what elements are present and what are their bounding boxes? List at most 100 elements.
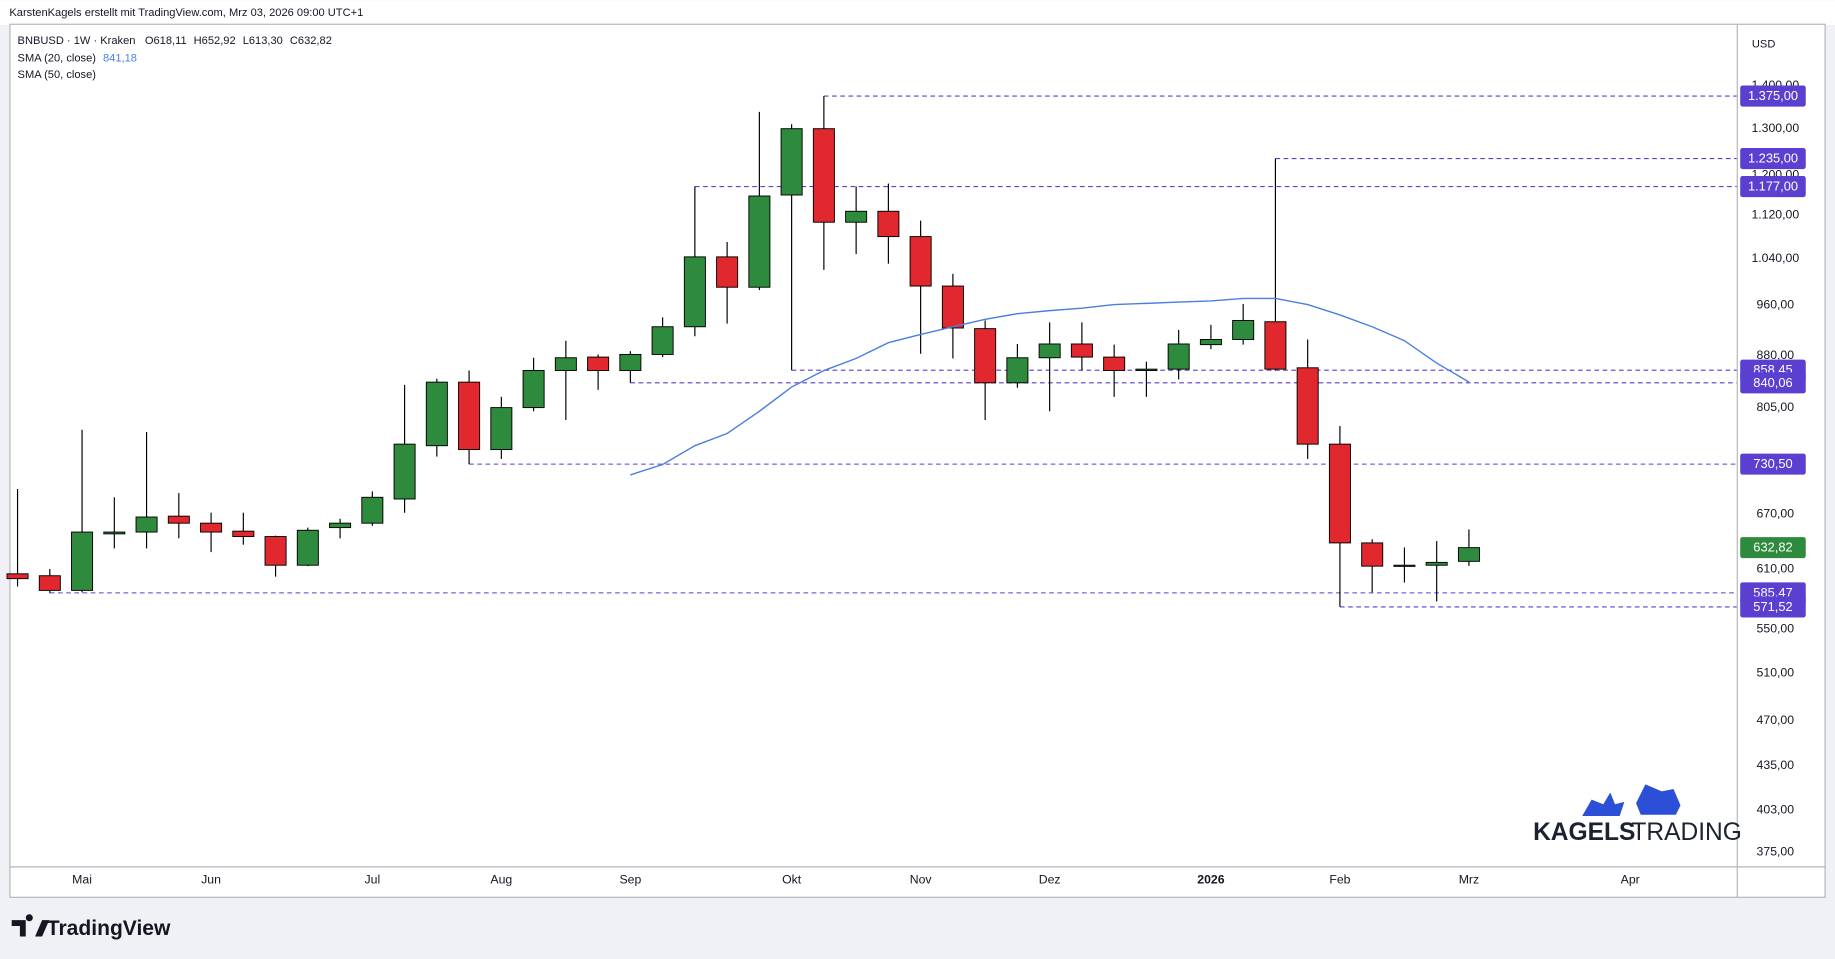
candle-body	[812, 128, 835, 223]
y-tick-label: 403,00	[1757, 802, 1795, 816]
x-tick-label: Nov	[910, 873, 933, 887]
candle-body	[425, 381, 448, 447]
candle-body	[1199, 338, 1222, 346]
candle-body	[1264, 321, 1287, 370]
candle-body	[941, 285, 964, 329]
x-tick-label: Okt	[782, 873, 802, 887]
legend-sma20-value: 841,18	[103, 53, 137, 65]
x-tick-label: 2026	[1197, 873, 1224, 887]
candle-body	[232, 530, 255, 538]
candle-body	[1425, 561, 1448, 566]
candle-body	[38, 575, 61, 591]
brand: TradingView	[11, 914, 171, 940]
candle-body	[716, 256, 739, 288]
level-label-bg	[1740, 176, 1806, 198]
level-label-bg	[1740, 596, 1806, 618]
candle-body	[877, 210, 900, 238]
sma-line	[630, 297, 1470, 476]
level-label: 840,06	[1753, 375, 1792, 390]
x-tick-label: Jun	[201, 873, 221, 887]
bear-icon	[1636, 784, 1681, 815]
candle-body	[1167, 343, 1190, 370]
candle-body	[522, 370, 545, 409]
candle-body	[103, 531, 126, 535]
candle-body	[554, 357, 577, 371]
candle-body	[651, 326, 674, 355]
y-tick-label: 1.040,00	[1751, 251, 1799, 265]
level-label: 1.235,00	[1748, 151, 1798, 166]
candle-body	[71, 531, 94, 591]
currency: USD	[1752, 39, 1775, 51]
candle-body	[1361, 542, 1384, 567]
candle-body	[1135, 368, 1158, 371]
y-tick-label: 610,00	[1757, 561, 1795, 575]
candle-body	[1103, 356, 1126, 371]
candle-body	[1328, 443, 1351, 544]
x-tick-label: Jul	[364, 873, 380, 887]
candle-body	[1006, 357, 1029, 384]
candle-body	[974, 328, 997, 384]
legend-sma20: SMA (20, close)	[18, 53, 97, 65]
level-label: 1.177,00	[1748, 179, 1798, 194]
candle-body	[587, 356, 610, 371]
y-tick-label: 470,00	[1757, 713, 1795, 727]
candles	[6, 96, 1480, 607]
legend-symbol: BNBUSD · 1W · Kraken	[18, 35, 136, 47]
bull-icon	[1582, 792, 1625, 816]
level-label: 730,50	[1753, 456, 1792, 471]
watermark-2: TRADING	[1631, 819, 1742, 846]
y-tick-label: 550,00	[1757, 622, 1795, 636]
legend: BNBUSD · 1W · Kraken SMA (20, close) SMA…	[18, 35, 136, 81]
candle-body	[748, 195, 771, 288]
level-label: 1.375,00	[1748, 88, 1798, 103]
last-price-label-bg	[1740, 537, 1806, 559]
level-label: 571,52	[1753, 599, 1792, 614]
y-tick-label: 1.300,00	[1751, 121, 1799, 135]
candle-body	[296, 529, 319, 566]
candle-body	[1232, 320, 1255, 340]
candle-body	[1038, 343, 1061, 359]
candle-body	[1070, 343, 1093, 358]
chart-frame	[9, 23, 1826, 898]
level-label-bg	[1740, 453, 1806, 475]
last-price-label: 632,82	[1753, 540, 1792, 555]
y-tick-label: 880,00	[1757, 348, 1795, 362]
brand-logo	[11, 914, 50, 937]
candle-body	[329, 522, 352, 529]
candle-body	[264, 536, 287, 566]
x-tick-label: Mai	[72, 873, 92, 887]
credit: KarstenKagels erstellt mit TradingView.c…	[9, 7, 363, 19]
watermark: KAGELS TRADING	[1533, 784, 1742, 846]
candle-body	[135, 516, 158, 533]
candle-body	[6, 573, 29, 580]
candle-body	[458, 381, 481, 451]
x-tick-label: Dez	[1039, 873, 1061, 887]
level-lines	[49, 95, 1737, 608]
x-tick-label: Feb	[1329, 873, 1350, 887]
candle-body	[909, 236, 932, 287]
x-tick-label: Sep	[619, 873, 641, 887]
candle-body	[845, 210, 868, 223]
y-tick-label: 435,00	[1757, 758, 1795, 772]
candle-body	[490, 407, 513, 451]
legend-ohlc: O618,11	[145, 35, 187, 47]
header-bar	[0, 0, 1835, 25]
level-label-bg	[1740, 148, 1806, 170]
candle-body	[619, 353, 642, 371]
level-label-bg	[1740, 372, 1806, 394]
x-tick-label: Apr	[1621, 873, 1640, 887]
candle-body	[1457, 547, 1480, 562]
y-tick-label: 1.120,00	[1751, 208, 1799, 222]
y-tick-label: 510,00	[1757, 665, 1795, 679]
legend-ohlc: C632,82	[290, 35, 332, 47]
candle-body	[1393, 564, 1416, 567]
x-tick-label: Mrz	[1459, 873, 1479, 887]
x-tick-label: Aug	[490, 873, 512, 887]
y-tick-label: 375,00	[1757, 844, 1795, 858]
y-tick-label: 670,00	[1757, 507, 1795, 521]
y-tick-label: 805,00	[1757, 400, 1795, 414]
y-tick-label: 960,00	[1757, 297, 1795, 311]
brand-name: TradingView	[47, 917, 171, 940]
